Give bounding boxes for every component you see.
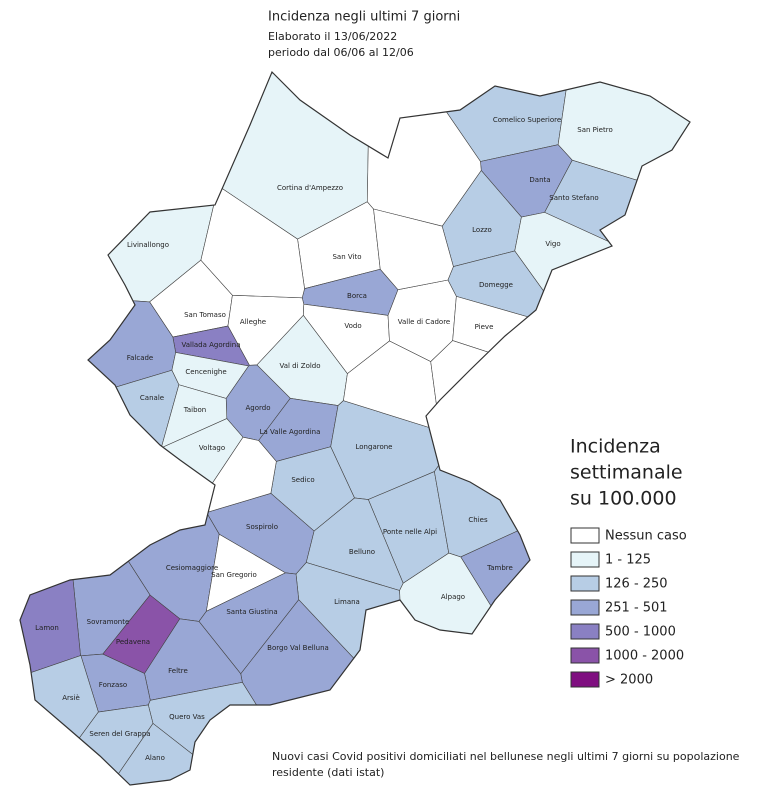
subtitle: Elaborato il 13/06/2022 (268, 30, 397, 43)
municipality-label: Pedavena (116, 638, 150, 646)
municipality-label: La Valle Agordina (260, 428, 321, 436)
municipality-area (430, 340, 690, 447)
legend-label: 1000 - 2000 (605, 649, 684, 664)
municipality-label: Livinallongo (127, 241, 169, 249)
municipality-label: Sovramonte (87, 618, 130, 626)
legend-swatch (570, 551, 600, 568)
legend-label: 126 - 250 (605, 577, 668, 592)
municipality-label: Domegge (479, 281, 513, 289)
map-labels: Comelico Superiore San Pietro Danta Santo S… (35, 116, 613, 762)
municipality-label: Borgo Val Belluna (267, 644, 329, 652)
legend-label: > 2000 (605, 673, 653, 688)
municipality-area (373, 208, 454, 291)
legend-title: su 100.000 (570, 488, 677, 510)
legend-swatch (570, 527, 600, 544)
municipality-label: Sedico (291, 476, 314, 484)
municipality-label: Santa Giustina (226, 608, 277, 616)
legend-swatch (570, 623, 600, 640)
municipality-label: Tambre (486, 564, 513, 572)
municipality-label: Lozzo (472, 226, 492, 234)
legend-title: Incidenza (570, 436, 661, 458)
title: Incidenza negli ultimi 7 giorni (268, 10, 460, 25)
municipality-label: Cesiomaggiore (166, 564, 218, 572)
legend-swatch (570, 575, 600, 592)
municipality-label: Borca (347, 292, 367, 300)
municipality-label: Belluno (349, 548, 375, 556)
legend-label: 1 - 125 (605, 553, 651, 568)
municipality-label: Comelico Superiore (493, 116, 561, 124)
municipality-label: Canale (140, 394, 164, 402)
municipality-label: Alleghe (240, 318, 266, 326)
municipality-label: Sospirolo (246, 523, 278, 531)
legend-label: 500 - 1000 (605, 625, 676, 640)
municipality-label: Lamon (35, 624, 59, 632)
municipality-area (20, 655, 99, 785)
municipality-label: Taibon (183, 406, 207, 414)
footnote: residente (dati istat) (272, 766, 384, 779)
municipality-label: Vigo (545, 240, 560, 248)
municipality-label: Vodo (344, 322, 361, 330)
municipality-label: Alpago (441, 593, 465, 601)
legend: Incidenza settimanale su 100.000 Nessun cas… (570, 436, 687, 688)
legend-label: 251 - 501 (605, 601, 668, 616)
municipality-label: Feltre (168, 667, 188, 675)
legend-title: settimanale (570, 462, 683, 484)
municipality-label: San Gregorio (211, 571, 257, 579)
municipality-label: Agordo (246, 404, 271, 412)
municipality-label: Falcade (127, 354, 154, 362)
municipality-label: Ponte nelle Alpi (383, 528, 437, 536)
legend-label: Nessun caso (605, 529, 687, 544)
municipality-label: San Vito (332, 253, 361, 261)
municipality-label: Val di Zoldo (279, 362, 320, 370)
municipality-label: Vallada Agordina (181, 341, 240, 349)
municipality-area (343, 340, 441, 432)
municipality-label: San Pietro (577, 126, 612, 134)
province-outline (19, 70, 691, 786)
municipality-label: Cortina d'Ampezzo (277, 184, 343, 192)
municipality-label: Voltago (199, 444, 225, 452)
subtitle: periodo dal 06/06 al 12/06 (268, 46, 414, 59)
municipality-label: Quero Vas (169, 713, 205, 721)
legend-swatch (570, 599, 600, 616)
municipality-label: Seren del Grappa (89, 730, 150, 738)
municipality-label: Chies (468, 516, 488, 524)
municipality-label: San Tomaso (184, 311, 226, 319)
municipality-label: Valle di Cadore (398, 318, 451, 326)
municipality-label: Fonzaso (99, 681, 127, 689)
municipality-label: Longarone (356, 443, 393, 451)
legend-swatch (570, 671, 600, 688)
municipality-label: Pieve (475, 323, 494, 331)
municipality-label: Limana (334, 598, 360, 606)
municipality-area (20, 467, 81, 684)
municipality-label: Danta (529, 176, 550, 184)
footnote: Nuovi casi Covid positivi domiciliati ne… (272, 750, 740, 763)
municipality-label: Santo Stefano (549, 194, 598, 202)
municipality-label: Arsiè (62, 694, 80, 702)
municipality-label: Cencenighe (185, 368, 226, 376)
legend-swatch (570, 647, 600, 664)
municipality-label: Alano (145, 754, 165, 762)
